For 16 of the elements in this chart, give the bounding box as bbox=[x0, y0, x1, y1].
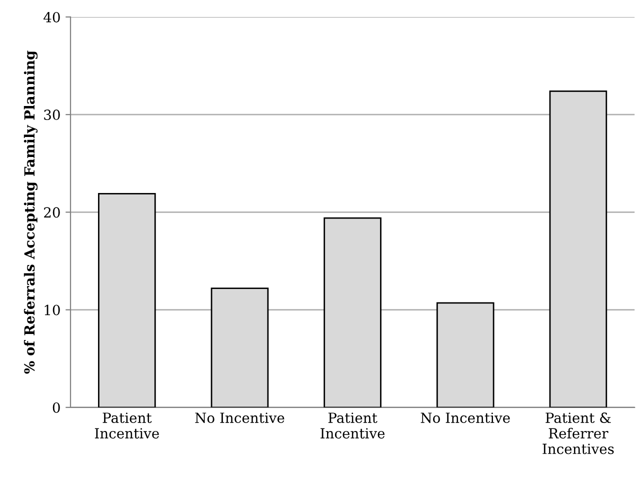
x-tick-label: Patient Incentive bbox=[320, 412, 385, 439]
bar bbox=[98, 192, 156, 408]
x-tick-label: No Incentive bbox=[195, 412, 284, 424]
y-tick-label: 0 bbox=[52, 402, 60, 413]
y-tick-label: 40 bbox=[44, 12, 60, 22]
y-tick-label: 30 bbox=[44, 110, 60, 120]
x-tick-label: No Incentive bbox=[420, 412, 510, 424]
bar bbox=[324, 217, 382, 408]
bar bbox=[549, 90, 608, 408]
y-axis-title: % of Referrals Accepting Family Planning bbox=[24, 50, 38, 374]
y-tick-label: 10 bbox=[44, 304, 60, 316]
bar bbox=[210, 288, 269, 408]
x-tick-label: Patient & Referrer Incentives bbox=[542, 412, 614, 454]
y-tick-label: 20 bbox=[44, 207, 60, 218]
bar bbox=[436, 302, 494, 408]
x-tick-label: Patient Incentive bbox=[94, 412, 159, 439]
